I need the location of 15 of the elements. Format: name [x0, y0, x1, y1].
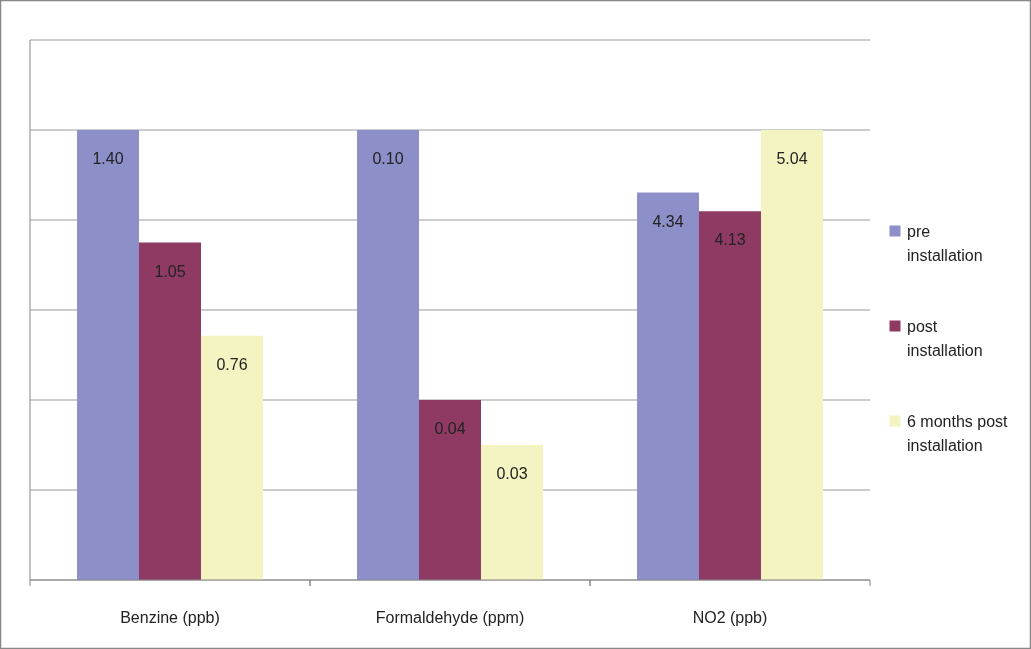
text: post installation	[907, 318, 983, 359]
x-axis-title: Benzine (ppb)	[120, 609, 220, 626]
x-axis-title: Formaldehyde (ppm)	[375, 609, 525, 626]
data-label: 0.10	[372, 150, 404, 167]
data-label: 4.34	[652, 212, 684, 230]
data-label: 0.03	[496, 465, 528, 482]
data-label: 1.05	[154, 262, 186, 280]
data-label: 0.04	[434, 420, 466, 437]
data-label: 5.04	[776, 150, 808, 167]
data-label: 1.40	[92, 150, 124, 167]
x-axis-title: NO2 (ppb)	[692, 609, 768, 626]
text: 6 months post installation	[907, 413, 1009, 454]
data-label: 4.13	[714, 231, 746, 249]
text: pre installation	[907, 223, 983, 264]
data-label: 0.76	[216, 355, 248, 373]
